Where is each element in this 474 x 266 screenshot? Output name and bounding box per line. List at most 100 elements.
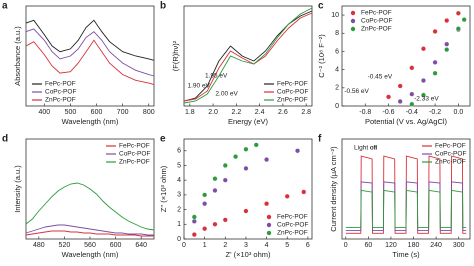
y-axis-label: Current density (μA cm⁻²) — [329, 146, 338, 232]
legend-label: FePc-POF — [361, 10, 392, 17]
legend-label: CoPc-POF — [361, 18, 392, 25]
panel-label: c — [318, 1, 324, 12]
plot-frame — [341, 5, 471, 107]
y-axis-label: Absorbance (a.u.) — [13, 26, 22, 86]
x-tick-label: 500 — [65, 109, 77, 116]
legend-label: ZnPc-POF — [119, 159, 150, 166]
x-tick-label: 2 — [223, 242, 227, 249]
x-tick-label: -0.2 — [429, 109, 441, 116]
data-point — [222, 163, 228, 168]
legend-label: FePc-POF — [435, 143, 466, 150]
y-axis-label: C⁻² (10⁸ F⁻²) — [317, 34, 326, 78]
legend-marker — [266, 214, 272, 220]
y-tick-label: 6 — [335, 48, 339, 55]
data-point — [253, 142, 259, 148]
data-point — [243, 208, 249, 214]
series-line — [25, 39, 155, 86]
legend-marker — [350, 10, 356, 16]
y-tick-label: 1 — [177, 221, 181, 228]
series-line — [25, 182, 155, 231]
legend-label: ZnPc-POF — [277, 97, 308, 104]
x-tick-label: 120 — [385, 242, 397, 249]
y-tick-label: 10 — [331, 12, 339, 19]
x-tick-label: 6 — [306, 242, 310, 249]
annotation: -2.33 eV — [414, 95, 439, 102]
data-point — [264, 157, 270, 163]
data-point — [243, 165, 249, 171]
data-point — [212, 188, 218, 193]
x-tick-label: 1.8 — [185, 109, 195, 116]
data-point — [444, 47, 450, 53]
legend-label: CoPc-POF — [277, 222, 308, 229]
series-line — [25, 224, 154, 236]
panel: d 480 520 560 600 640 Wavelength (nm) Intensity… — [2, 134, 155, 259]
plot-frame — [183, 138, 313, 240]
legend-label: FePc-POF — [277, 214, 308, 221]
annotation: 1.95 eV — [205, 73, 228, 80]
x-tick-label: 2.2 — [231, 109, 241, 116]
data-point — [212, 176, 218, 182]
legend-label: CoPc-POF — [45, 89, 76, 96]
legend-marker — [266, 230, 272, 236]
x-tick-label: 1 — [203, 242, 207, 249]
data-point — [295, 148, 300, 154]
data-point — [264, 201, 270, 207]
x-tick-label: 560 — [84, 242, 96, 249]
x-tick-label: 5 — [285, 242, 289, 249]
legend-label: CoPc-POF — [435, 151, 466, 158]
x-tick-label: 60 — [364, 242, 372, 249]
y-tick-label: 0 — [335, 103, 339, 110]
panel: b 1.8 2.0 2.2 2.4 2.6 2.8 Energy (eV) (F(R)hν)² 1… — [160, 1, 313, 126]
x-axis-label: Energy (eV) — [228, 117, 269, 126]
panel: a 400 500 600 700 800 Wavelength (nm) Absorbanc… — [2, 1, 155, 126]
x-tick-label: 640 — [135, 242, 147, 249]
panel-label: e — [160, 134, 166, 145]
data-point — [212, 221, 218, 227]
y-tick-label: 0 — [177, 236, 181, 243]
x-tick-label: -0.6 — [383, 109, 395, 116]
x-tick-label: 180 — [408, 242, 420, 249]
x-tick-label: 2.8 — [301, 109, 311, 116]
annotation: 2.00 eV — [215, 91, 238, 98]
series-line — [25, 19, 155, 61]
x-tick-label: 0 — [182, 242, 186, 249]
legend-marker — [350, 18, 356, 24]
data-point — [409, 65, 415, 71]
panel: e 0 1 2 3 4 5 6 0 1 2 3 4 5 6 Z' (×10³ ohm) Z'' (×10³ oh… — [159, 134, 313, 259]
panel-label: b — [160, 1, 166, 12]
data-point — [409, 91, 415, 97]
x-tick-label: 800 — [143, 109, 155, 116]
legend-label: ZnPc-POF — [277, 230, 308, 237]
annotation: 1.90 eV — [187, 83, 210, 90]
data-point — [455, 26, 461, 32]
data-point — [191, 214, 197, 220]
data-point — [202, 192, 208, 198]
data-point — [386, 94, 391, 100]
data-point — [461, 17, 467, 23]
data-point — [421, 46, 426, 52]
panel: c -0.8 -0.6 -0.4 -0.2 0.0 0 2 4 6 8 10 Potential (V … — [317, 1, 471, 126]
data-point — [243, 146, 249, 152]
y-tick-label: 5 — [177, 162, 181, 169]
data-point — [432, 59, 438, 65]
x-axis-label: Z' (×10³ ohm) — [226, 250, 271, 259]
legend-label: ZnPc-POF — [361, 26, 392, 33]
data-point — [202, 226, 208, 232]
annotation: -0.56 eV — [344, 88, 369, 95]
series-line — [345, 189, 467, 229]
x-tick-label: 2.6 — [278, 109, 288, 116]
data-point — [191, 232, 197, 238]
data-point — [301, 189, 307, 195]
y-tick-label: 2 — [335, 85, 339, 92]
annotation: -0.45 eV — [368, 74, 393, 81]
y-axis-label: (F(R)hν)² — [171, 40, 180, 71]
x-tick-label: 600 — [110, 242, 122, 249]
legend-label: ZnPc-POF — [45, 97, 76, 104]
x-tick-label: 4 — [265, 242, 269, 249]
x-tick-label: -0.8 — [359, 109, 371, 116]
plot-frame — [341, 138, 471, 240]
plot-frame — [25, 5, 155, 107]
legend-label: CoPc-POF — [277, 89, 308, 96]
legend-label: FePc-POF — [45, 81, 76, 88]
data-point — [409, 101, 415, 107]
